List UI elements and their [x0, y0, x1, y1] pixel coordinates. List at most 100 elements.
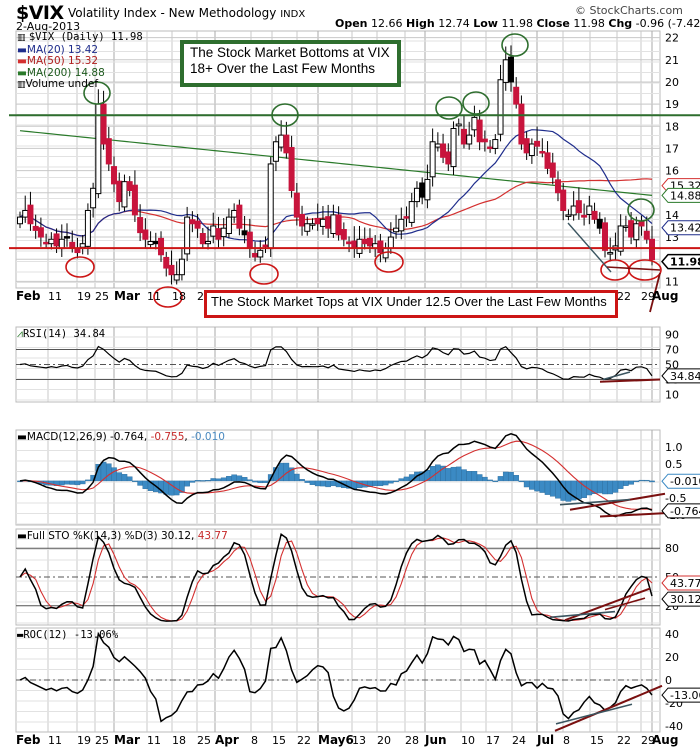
candle: [513, 77, 520, 109]
candle: [100, 90, 107, 150]
candle: [586, 195, 593, 225]
roc-label: ROC(12) -13.06%: [23, 629, 119, 641]
macd-hist-bar: [226, 475, 232, 482]
macd-hist-bar: [241, 477, 248, 482]
candle: [450, 121, 457, 176]
trough-circle: [374, 251, 404, 273]
roc-tick: 40: [665, 628, 679, 641]
macd-tick: 0.5: [665, 458, 683, 471]
x-axis-label: Aug: [652, 733, 678, 747]
x-axis-label: Jun: [424, 733, 447, 747]
macd-hist-bar: [549, 480, 556, 497]
macd-hist-bar: [497, 476, 504, 482]
x-axis-label: Jul: [536, 733, 554, 747]
x-axis-label: 29: [641, 290, 655, 303]
candle: [158, 231, 165, 262]
x-axis-label: 8: [563, 734, 570, 747]
ma20-swatch-icon: ▬: [17, 43, 27, 56]
macd-hist-bar: [633, 480, 640, 483]
sto-tick: 80: [665, 542, 679, 555]
x-axis-label: 22: [617, 290, 631, 303]
macd-hist-bar: [168, 480, 175, 496]
x-axis-label: 25: [95, 290, 109, 303]
candle: [17, 211, 23, 229]
price-tick: 16: [665, 165, 679, 178]
macd-value: -0.764: [110, 431, 144, 443]
macd-hist-bar: [628, 480, 634, 485]
x-axis-label: 13: [352, 734, 366, 747]
legend-ma50: MA(50) 15.32: [26, 55, 99, 67]
candle: [163, 251, 170, 277]
macd-hist-bar: [252, 480, 258, 483]
peak-circle: [83, 81, 111, 105]
candle: [528, 138, 535, 164]
peak-circle: [435, 96, 463, 120]
macd-hist-bar: [356, 480, 363, 489]
candle: [225, 208, 232, 238]
value-tag: 14.88: [661, 187, 700, 203]
x-axis-label: Mar: [114, 733, 140, 747]
x-axis-label: 25: [197, 734, 211, 747]
candle: [178, 247, 185, 281]
macd-hist-bar: [555, 480, 561, 499]
sto-swatch-icon: ▬: [17, 530, 27, 542]
candle: [560, 182, 567, 221]
exchange: INDX: [280, 9, 306, 20]
macd-tick: 1.0: [665, 441, 683, 454]
macd-hist-bar: [529, 480, 535, 490]
candle: [633, 216, 640, 249]
macd-hist-bar: [205, 480, 211, 482]
trough-circle: [628, 259, 662, 281]
candle: [142, 218, 149, 250]
legend-price: $VIX (Daily) 11.98: [28, 31, 143, 43]
candle: [84, 203, 91, 255]
candle: [236, 199, 243, 236]
symbol: $VIX: [16, 2, 64, 24]
sto-d-value: 43.77: [197, 530, 228, 542]
close-value: 11.98: [573, 17, 605, 30]
macd-hist-bar: [403, 476, 410, 482]
ma50-swatch-icon: ▬: [17, 55, 27, 67]
macd-hist-bar: [320, 480, 326, 487]
macd-hist-bar: [179, 480, 185, 493]
macd-signal-value: -0.755: [150, 431, 185, 443]
macd-hist-bar: [377, 480, 384, 487]
sto-label: Full STO %K(14,3) %D(3): [26, 530, 158, 542]
candle: [476, 109, 483, 151]
macd-hist-bar: [534, 480, 540, 492]
value-tag: -13.06: [661, 687, 700, 703]
macd-hist-bar: [388, 480, 394, 484]
macd-hist-bar: [325, 480, 331, 488]
candle: [340, 222, 347, 247]
x-axis-label: 17: [486, 734, 500, 747]
macd-hist-bar: [393, 480, 399, 482]
macd-hist-bar: [596, 480, 603, 494]
candle: [518, 95, 525, 150]
value-tag: 34.84: [661, 368, 700, 384]
price-tick: 18: [665, 120, 679, 133]
high-label: High: [406, 17, 435, 30]
candle: [27, 191, 34, 231]
macd-hist-bar: [382, 480, 389, 486]
peak-circle: [462, 91, 490, 115]
candle: [304, 216, 311, 236]
candle: [111, 156, 118, 193]
x-axis-label: 19: [77, 734, 91, 747]
chg-label: Chg: [608, 17, 633, 30]
candle: [194, 214, 201, 238]
macd-hist-bar: [492, 480, 499, 482]
macd-hist-bar: [372, 480, 378, 487]
candle: [554, 171, 561, 202]
candle: [481, 130, 488, 152]
candle: [601, 217, 608, 258]
macd-hist-bar: [69, 480, 76, 485]
instrument-name: Volatility Index - New Methodology INDX: [68, 6, 305, 20]
candle: [408, 192, 415, 227]
x-axis-label: 18: [172, 290, 186, 303]
x-axis-label: 24: [512, 734, 526, 747]
open-value: 12.66: [371, 17, 403, 30]
macd-hist-bar: [116, 472, 123, 482]
macd-hist-bar: [487, 479, 493, 482]
macd-hist-bar: [544, 480, 551, 495]
value-tag: 11.98: [661, 253, 700, 270]
